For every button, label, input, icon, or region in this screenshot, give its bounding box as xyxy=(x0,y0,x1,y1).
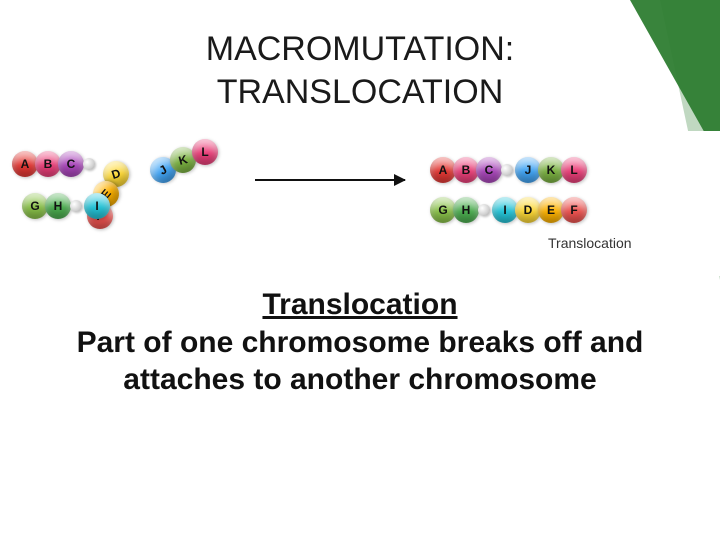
centromere xyxy=(83,158,95,170)
gene-segment-H: H xyxy=(45,193,71,219)
chromosome-after-bottom: GHIDEF xyxy=(430,197,584,223)
diagram-caption: Translocation xyxy=(548,235,632,251)
definition-text: Part of one chromosome breaks off and at… xyxy=(77,326,644,397)
translocation-diagram: ABCDEF GHI JKL ABCJKL GHIDEF Translocati… xyxy=(0,131,720,276)
centromere xyxy=(478,204,490,216)
gene-segment-C: C xyxy=(476,157,502,183)
definition-term: Translocation xyxy=(262,288,457,321)
centromere xyxy=(70,200,82,212)
gene-segment-H: H xyxy=(453,197,479,223)
gene-segment-L: L xyxy=(561,157,587,183)
title-line-1: MACROMUTATION: xyxy=(0,28,720,71)
chromosome-after-top: ABCJKL xyxy=(430,157,584,183)
chromosome-before-bottom: GHI xyxy=(22,193,107,219)
gene-segment-I: I xyxy=(84,193,110,219)
title-line-2: TRANSLOCATION xyxy=(0,71,720,114)
gene-segment-F: F xyxy=(561,197,587,223)
gene-segment-L: L xyxy=(192,139,218,165)
slide-title: MACROMUTATION: TRANSLOCATION xyxy=(0,0,720,113)
definition-block: Translocation Part of one chromosome bre… xyxy=(0,286,720,399)
centromere xyxy=(501,164,513,176)
chromosome-before-top: ABCDEF xyxy=(12,151,97,177)
gene-segment-C: C xyxy=(58,151,84,177)
arrow-icon xyxy=(255,179,405,181)
